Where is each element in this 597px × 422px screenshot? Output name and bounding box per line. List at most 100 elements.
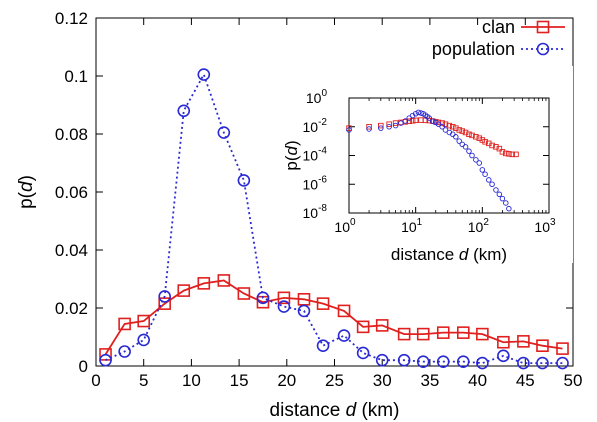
inset-point-clan [469,132,475,139]
inset-point-clan [378,122,384,129]
inset-point-population [412,111,419,117]
point-clan [217,274,231,287]
inset-point-population [435,121,442,127]
inset-point-clan [496,145,503,152]
series-line-clan [104,279,563,355]
x-tick-label: 5 [139,371,148,390]
inset-point-clan [506,151,512,157]
inset-point-clan [509,151,515,158]
y-tick-label: 0.04 [55,241,88,260]
inset-point-clan [459,128,466,134]
point-population [137,333,150,347]
point-population [337,329,351,342]
point-clan [397,327,411,341]
x-tick-label: 35 [420,371,439,390]
inset-point-population [496,191,503,198]
main-plot: 0 5 10 15 20 25 30 35 40 45 50 0 0.02 0.04 0.06 0.08 0.1… [16,9,582,421]
point-population [497,349,510,363]
x-tick-label: 10 [182,371,201,390]
inset-point-clan [473,134,479,140]
x-tick-label: 20 [277,371,296,390]
x-tick-label: 45 [516,371,535,390]
inset-point-population [493,187,499,193]
inset-point-clan [503,150,509,157]
inset-point-clan [366,123,372,130]
point-clan [316,297,330,310]
inset-point-clan [392,120,399,126]
point-population [436,355,450,368]
point-clan [118,317,131,331]
y-tick-label: 0.08 [55,125,88,144]
inset-point-population [366,126,372,132]
inset-point-population [378,125,384,131]
inset-point-clan [513,151,519,158]
inset-background [277,66,573,263]
point-population [456,355,470,368]
point-population [476,356,489,370]
y-tick-label: 0.1 [64,67,88,86]
x-tick-label: 25 [325,371,344,390]
inset-point-clan [435,119,442,126]
inset-point-clan [386,121,392,127]
inset-point-population [398,120,404,126]
point-population [217,126,231,139]
point-clan [436,326,450,339]
inset-point-population [462,144,469,150]
x-tick-label: 30 [373,371,392,390]
inset-point-population [476,160,483,166]
point-clan [497,335,510,349]
inset-point-clan [466,131,472,138]
point-clan [416,327,430,341]
point-clan [375,319,389,332]
point-population [356,346,370,360]
inset-point-clan [482,139,488,145]
x-tick-label: 40 [468,371,487,390]
point-clan [556,342,569,355]
point-population [237,174,251,187]
point-clan [197,277,211,290]
inset-point-population [479,167,486,173]
y-tick-label: 0.12 [55,9,88,28]
inset-x-axis-label: distance d (km) [391,245,507,264]
inset-point-clan [476,135,483,141]
point-population [397,353,411,367]
inset-point-clan [450,123,456,130]
inset-point-population [346,127,352,133]
y-tick-label: 0 [79,357,88,376]
inset-point-clan [406,118,412,125]
point-population [375,353,389,367]
x-tick-label: 15 [230,371,249,390]
inset-point-population [453,134,459,140]
inset-point-population [499,195,506,202]
point-population [517,356,530,370]
point-population [158,290,171,303]
inset-point-population [456,138,462,144]
inset-point-population [442,127,449,133]
inset-point-population [418,110,424,116]
inset-point-population [432,119,439,126]
inset-point-population [426,115,433,121]
inset-point-population [503,200,509,206]
point-population [316,339,330,353]
series-line-population [105,72,563,365]
inset-point-clan [409,118,416,124]
point-clan [356,320,370,334]
legend-marker-population [536,42,550,56]
inset-point-clan [446,122,453,129]
point-clan [237,287,251,300]
inset-point-clan [439,120,445,126]
point-clan [456,326,470,339]
y-tick-label: 0.06 [55,183,88,202]
point-population [118,345,131,358]
inset-point-population [489,181,495,187]
point-population [297,304,311,318]
y-tick-label: 0.02 [55,299,88,318]
inset-point-population [506,205,512,212]
legend-marker-clan [536,20,550,34]
inset-point-clan [479,137,486,143]
point-population [99,353,112,367]
inset-point-population [473,157,479,163]
x-tick-label: 0 [91,371,100,390]
inset-point-population [482,171,488,177]
